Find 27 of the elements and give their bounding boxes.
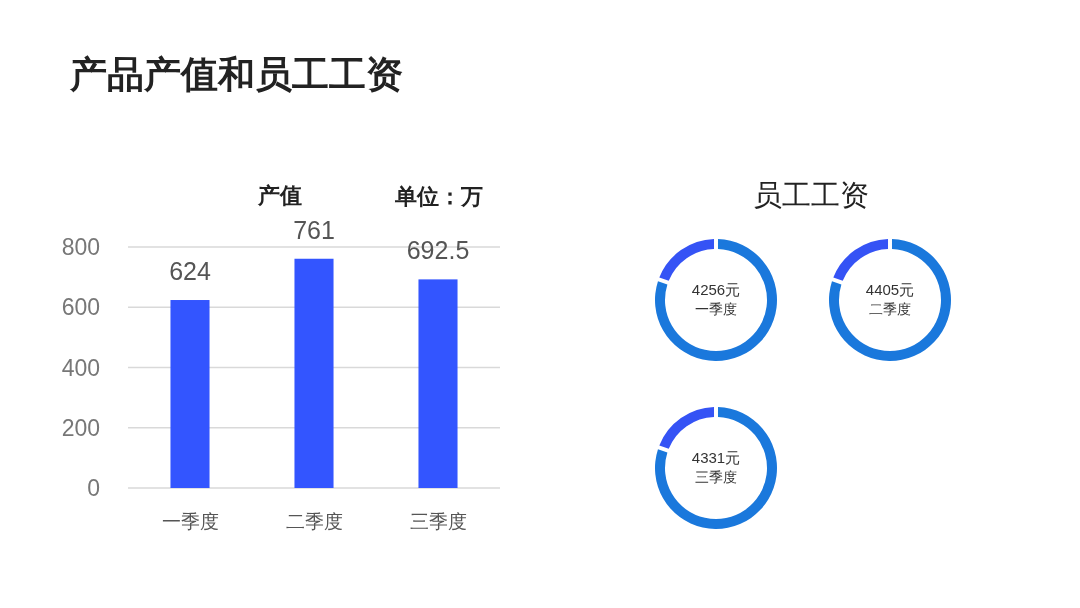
text: 三季度 [695, 469, 737, 485]
text: 产品产值和员工工资 [69, 54, 403, 95]
x-tick-label: 三季度 [409, 510, 467, 532]
x-tick-label: 二季度 [285, 510, 343, 532]
chart-title: 产值 [257, 182, 302, 208]
donut-slice [659, 407, 715, 449]
donut-slice [829, 239, 951, 361]
data-label: 761 [293, 215, 335, 244]
y-tick-label: 600 [61, 294, 100, 321]
y-tick-label: 0 [87, 475, 100, 501]
y-tick-label: 400 [61, 354, 100, 381]
text: 二季度 [869, 301, 911, 317]
text: 员工工资 [753, 179, 869, 211]
text: 4256元 [691, 280, 741, 298]
donut-slice [655, 407, 777, 529]
x-tick-label: 一季度 [161, 510, 219, 532]
y-tick-label: 800 [61, 234, 100, 260]
data-label: 624 [169, 257, 211, 286]
donut-slice [655, 239, 777, 361]
donut-slice [659, 239, 715, 281]
data-label: 692.5 [406, 236, 470, 265]
text: 4331元 [691, 448, 741, 466]
text: 4405元 [865, 280, 915, 298]
text: 单位：万 [394, 183, 483, 209]
y-tick-label: 200 [61, 414, 100, 441]
donut-slice [833, 239, 889, 281]
text: 一季度 [695, 301, 737, 317]
